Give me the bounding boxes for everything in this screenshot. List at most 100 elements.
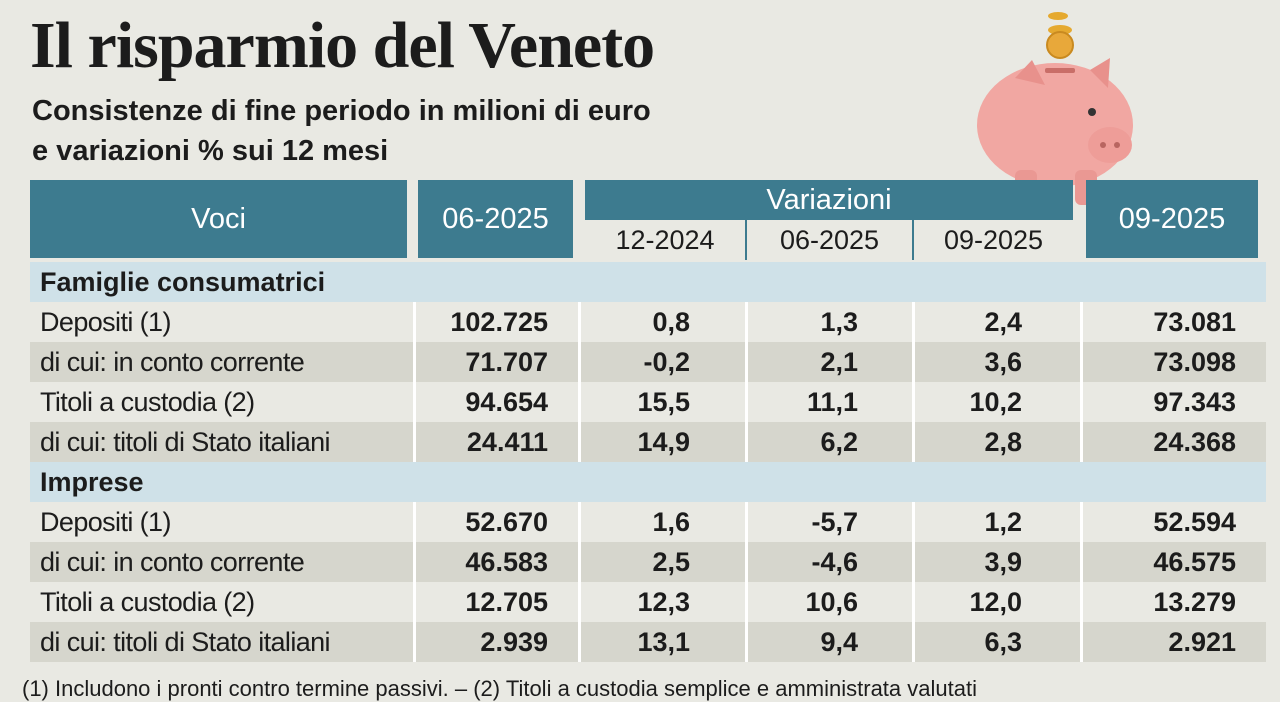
value-cell: 52.670 [465, 507, 548, 537]
table-row: Depositi (1) 52.670 1,6 -5,7 1,2 52.594 [30, 502, 1266, 542]
column-divider [413, 622, 416, 662]
value-cell: 13,1 [637, 627, 690, 657]
column-divider [413, 502, 416, 542]
value-cell: 12,0 [969, 587, 1022, 617]
table-row: di cui: titoli di Stato italiani 2.939 13,… [30, 622, 1266, 662]
row-label: di cui: titoli di Stato italiani [40, 627, 331, 657]
group-header: Variazioni [585, 180, 1073, 220]
value-cell: 1,6 [652, 507, 690, 537]
column-divider [413, 382, 416, 422]
row-label: Depositi (1) [40, 507, 171, 537]
column-divider [745, 622, 748, 662]
value-cell: 24.368 [1153, 427, 1236, 457]
value-cell: -5,7 [811, 507, 858, 537]
table-row: di cui: in conto corrente 71.707 -0,2 2,1 3,… [30, 342, 1266, 382]
column-divider [912, 422, 915, 462]
value-cell: 11,1 [806, 387, 858, 417]
value-cell: 46.575 [1153, 547, 1236, 577]
row-label: Titoli a custodia (2) [40, 587, 255, 617]
column-divider [745, 582, 748, 622]
value-cell: 6,3 [984, 627, 1022, 657]
column-divider [912, 502, 915, 542]
subtitle: Consistenze di fine periodo in milioni d… [32, 95, 651, 127]
value-cell: 102.725 [450, 307, 548, 337]
column-header: Voci [30, 180, 407, 258]
column-divider [413, 342, 416, 382]
section-name: Famiglie consumatrici [40, 267, 326, 297]
subtitle: e variazioni % sui 12 mesi [32, 135, 389, 167]
column-divider [1080, 422, 1083, 462]
value-cell: 15,5 [637, 387, 690, 417]
value-cell: 3,6 [984, 347, 1022, 377]
column-divider [1080, 502, 1083, 542]
column-divider [413, 542, 416, 582]
value-cell: 10,6 [805, 587, 858, 617]
value-cell: 9,4 [820, 627, 858, 657]
value-cell: 12.705 [465, 587, 548, 617]
value-cell: 2.939 [480, 627, 548, 657]
value-cell: 2,8 [984, 427, 1022, 457]
column-divider [578, 542, 581, 582]
value-cell: 46.583 [465, 547, 548, 577]
footnote: (1) Includono i pronti contro termine pa… [22, 676, 977, 701]
column-divider [912, 582, 915, 622]
value-cell: 14,9 [637, 427, 690, 457]
value-cell: -4,6 [811, 547, 858, 577]
value-cell: -0,2 [643, 347, 690, 377]
section-row: Famiglie consumatrici [30, 262, 1266, 302]
value-cell: 2,1 [820, 347, 858, 377]
column-divider [1080, 302, 1083, 342]
column-divider [578, 342, 581, 382]
column-divider [912, 542, 915, 582]
row-label: di cui: titoli di Stato italiani [40, 427, 331, 457]
value-cell: 2.921 [1168, 627, 1236, 657]
value-cell: 52.594 [1153, 507, 1236, 537]
row-label: di cui: in conto corrente [40, 547, 305, 577]
row-label: Titoli a custodia (2) [40, 387, 255, 417]
value-cell: 2,5 [652, 547, 690, 577]
value-cell: 1,2 [984, 507, 1022, 537]
column-divider [578, 302, 581, 342]
value-cell: 24.411 [466, 427, 548, 457]
column-divider [413, 582, 416, 622]
column-divider [745, 502, 748, 542]
column-divider [1080, 622, 1083, 662]
sub-header: 09-2025 [912, 220, 1073, 260]
column-divider [1080, 342, 1083, 382]
column-divider [413, 302, 416, 342]
value-cell: 13.279 [1153, 587, 1236, 617]
title: Il risparmio del Veneto [30, 9, 655, 82]
column-divider [745, 422, 748, 462]
column-divider [578, 382, 581, 422]
table-row: Titoli a custodia (2) 94.654 15,5 11,1 10,2 9… [30, 382, 1266, 422]
table-row: Titoli a custodia (2) 12.705 12,3 10,6 12,0 1… [30, 582, 1266, 622]
value-cell: 3,9 [984, 547, 1022, 577]
column-divider [1080, 542, 1083, 582]
column-divider [745, 342, 748, 382]
section-name: Imprese [40, 467, 144, 497]
column-divider [578, 582, 581, 622]
value-cell: 10,2 [969, 387, 1022, 417]
value-cell: 73.081 [1153, 307, 1236, 337]
column-header: 09-2025 [1086, 180, 1258, 258]
column-divider [1080, 582, 1083, 622]
row-label: Depositi (1) [40, 307, 171, 337]
table-row: Depositi (1) 102.725 0,8 1,3 2,4 73.081 [30, 302, 1266, 342]
value-cell: 0,8 [652, 307, 690, 337]
column-divider [578, 502, 581, 542]
column-divider [745, 542, 748, 582]
piggy-bank-icon [977, 12, 1133, 205]
column-divider [745, 302, 748, 342]
value-cell: 12,3 [637, 587, 690, 617]
value-cell: 6,2 [820, 427, 858, 457]
value-cell: 2,4 [984, 307, 1022, 337]
column-divider [912, 302, 915, 342]
column-divider [912, 382, 915, 422]
value-cell: 73.098 [1153, 347, 1236, 377]
section-row: Imprese [30, 462, 1266, 502]
row-label: di cui: in conto corrente [40, 347, 305, 377]
column-divider [578, 622, 581, 662]
column-divider [578, 422, 581, 462]
sub-header: 12-2024 [615, 224, 715, 255]
